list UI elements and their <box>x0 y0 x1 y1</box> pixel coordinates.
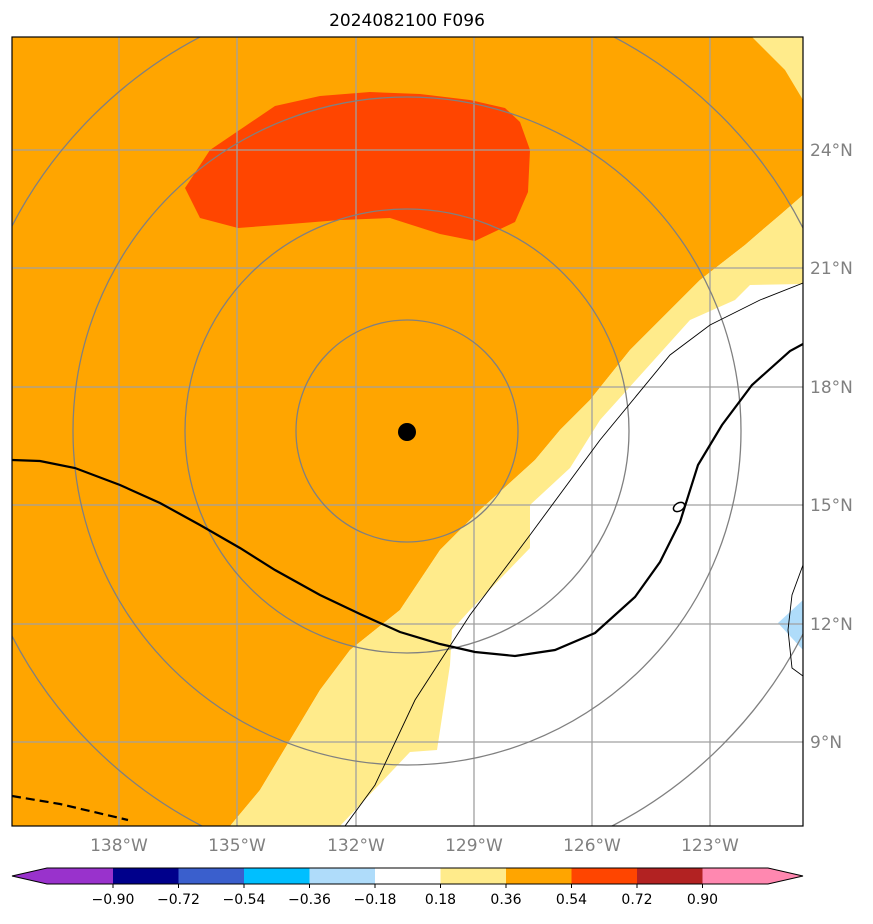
colorbar-label: −0.54 <box>223 892 266 908</box>
lat-label: 15°N <box>810 496 853 516</box>
colorbar-segment <box>375 868 441 884</box>
lat-label: 9°N <box>810 733 842 753</box>
storm-center-dot <box>398 423 416 441</box>
lat-label: 24°N <box>810 141 853 161</box>
thin-contour-right <box>787 564 803 677</box>
lon-label: 129°W <box>445 836 503 856</box>
colorbar-segment <box>12 868 113 884</box>
colorbar-label: −0.36 <box>288 892 331 908</box>
light-blue-patch <box>778 600 803 650</box>
colorbar-segment <box>637 868 703 884</box>
colorbar-label: −0.90 <box>92 892 135 908</box>
thin-contour-line <box>344 282 803 826</box>
lat-label: 12°N <box>810 615 853 635</box>
map-area <box>12 37 803 826</box>
range-rings <box>12 37 803 826</box>
colorbar-segment <box>506 868 572 884</box>
map-title: 2024082100 F096 <box>329 11 485 31</box>
lon-label: 138°W <box>90 836 148 856</box>
colorbar-segment <box>440 868 506 884</box>
gridlines <box>12 37 803 826</box>
colorbar-segment <box>244 868 310 884</box>
lon-label: 123°W <box>681 836 739 856</box>
yellow-band <box>230 37 803 826</box>
range-ring-3 <box>72 96 742 766</box>
dashed-line <box>12 794 129 822</box>
red-orange-region <box>185 92 530 241</box>
colorbar: −0.90 −0.72 −0.54 −0.36 −0.18 0.18 0.36 0.54 0.7… <box>11 867 804 908</box>
thick-track-line <box>12 343 803 658</box>
colorbar-label: −0.18 <box>354 892 397 908</box>
colorbar-segment <box>178 868 244 884</box>
colorbar-segment <box>309 868 375 884</box>
range-ring-2 <box>184 208 630 654</box>
colorbar-label: −0.72 <box>157 892 200 908</box>
colorbar-outline <box>11 867 804 885</box>
colorbar-label: 0.72 <box>621 892 652 908</box>
oval-marker <box>672 501 686 513</box>
map-border <box>11 36 804 827</box>
colorbar-label: 0.54 <box>556 892 587 908</box>
colorbar-label: 0.36 <box>490 892 521 908</box>
colorbar-segment <box>702 868 803 884</box>
lon-label: 135°W <box>208 836 266 856</box>
lon-label: 132°W <box>327 836 385 856</box>
lat-label: 18°N <box>810 378 853 398</box>
range-ring-1 <box>295 319 519 543</box>
colorbar-segment <box>571 868 637 884</box>
colorbar-label: 0.18 <box>425 892 456 908</box>
colorbar-segment <box>113 868 179 884</box>
lat-label: 21°N <box>810 259 853 279</box>
lon-label: 126°W <box>563 836 621 856</box>
colorbar-label: 0.90 <box>687 892 718 908</box>
